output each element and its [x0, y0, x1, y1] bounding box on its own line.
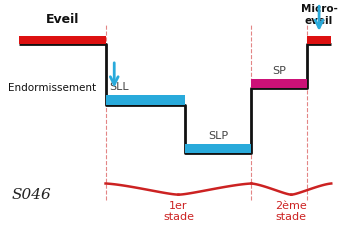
- Bar: [19, 36, 106, 44]
- Text: SP: SP: [272, 66, 286, 76]
- Text: 2ème
stade: 2ème stade: [275, 201, 307, 222]
- Text: 1er
stade: 1er stade: [163, 201, 194, 222]
- Text: Micro-
eveil: Micro- eveil: [301, 4, 337, 26]
- Text: Endormissement: Endormissement: [8, 83, 97, 93]
- Bar: [251, 79, 307, 88]
- Bar: [186, 144, 251, 153]
- Text: SLP: SLP: [208, 131, 229, 141]
- Text: S046: S046: [12, 188, 51, 202]
- Bar: [106, 95, 186, 105]
- Text: Eveil: Eveil: [46, 13, 79, 26]
- Text: SLL: SLL: [109, 82, 129, 92]
- Bar: [307, 36, 331, 44]
